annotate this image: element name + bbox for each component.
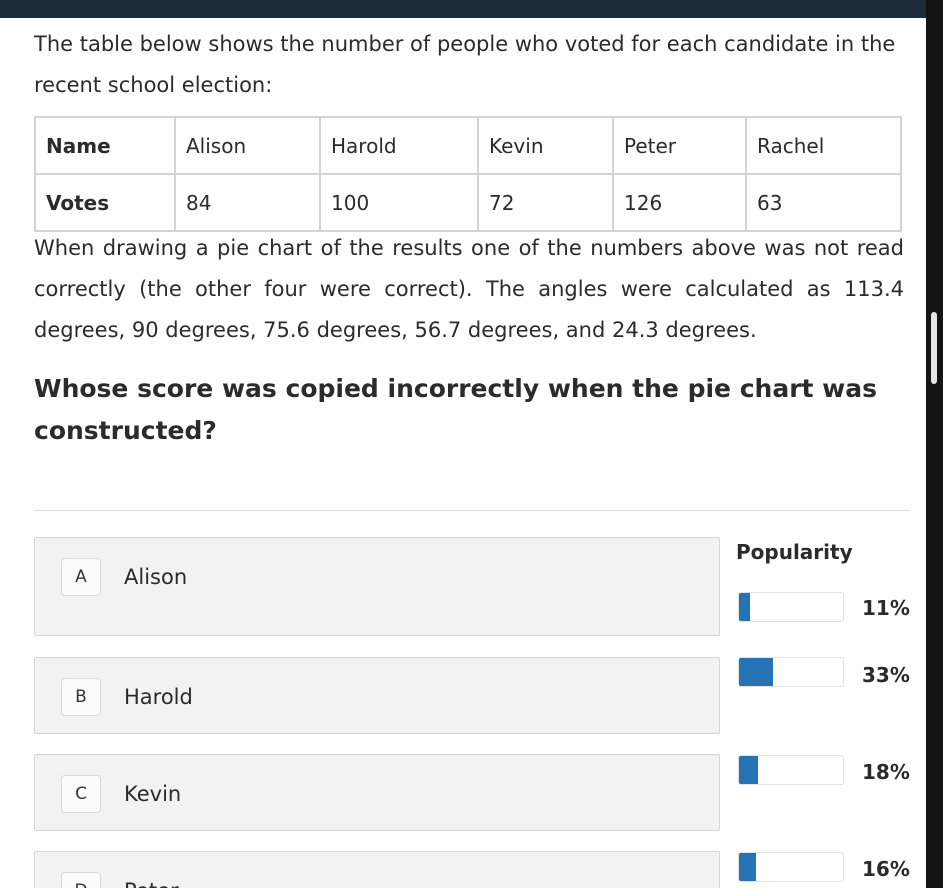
answer-option-d[interactable]: D Peter (34, 851, 720, 888)
table-cell: 126 (612, 173, 747, 232)
popularity-bar-fill (739, 853, 756, 881)
option-label: Kevin (124, 782, 182, 806)
table-header-cell: Name (34, 116, 176, 175)
table-row: Name Alison Harold Kevin Peter Rachel (34, 116, 902, 175)
votes-table: Name Alison Harold Kevin Peter Rachel Vo… (34, 116, 902, 232)
table-cell: Harold (319, 116, 479, 175)
popularity-bar (738, 755, 844, 785)
table-cell: Peter (612, 116, 747, 175)
table-cell: Alison (174, 116, 321, 175)
table-cell: Rachel (745, 116, 902, 175)
option-letter: B (61, 678, 101, 716)
popularity-title: Popularity (736, 540, 853, 564)
popularity-percent: 16% (862, 857, 910, 881)
answer-option-b[interactable]: B Harold (34, 657, 720, 734)
divider (34, 510, 910, 511)
answer-option-c[interactable]: C Kevin (34, 754, 720, 831)
question-text: Whose score was copied incorrectly when … (34, 374, 878, 445)
popularity-bar (738, 657, 844, 687)
table-header-cell: Votes (34, 173, 176, 232)
window-edge (926, 0, 943, 888)
top-bar (0, 0, 943, 18)
popularity-bar-fill (739, 756, 758, 784)
popularity-bar (738, 592, 844, 622)
option-label: Alison (124, 565, 188, 589)
popularity-percent: 11% (862, 596, 910, 620)
table-cell: Kevin (477, 116, 614, 175)
option-letter: D (61, 872, 101, 888)
option-letter: C (61, 775, 101, 813)
answer-option-a[interactable]: A Alison (34, 537, 720, 636)
popularity-percent: 18% (862, 760, 910, 784)
option-letter: A (61, 558, 101, 596)
popularity-percent: 33% (862, 663, 910, 687)
table-cell: 84 (174, 173, 321, 232)
table-cell: 63 (745, 173, 902, 232)
option-label: Harold (124, 685, 193, 709)
problem-paragraph: When drawing a pie chart of the results … (34, 236, 904, 342)
intro-text: The table below shows the number of peop… (34, 32, 896, 97)
table-cell: 72 (477, 173, 614, 232)
popularity-bar-fill (739, 658, 774, 686)
table-cell: 100 (319, 173, 479, 232)
option-label: Peter (124, 876, 179, 888)
popularity-bar (738, 852, 844, 882)
popularity-bar-fill (739, 593, 751, 621)
scrollbar-thumb[interactable] (931, 312, 937, 384)
table-row: Votes 84 100 72 126 63 (34, 173, 902, 232)
